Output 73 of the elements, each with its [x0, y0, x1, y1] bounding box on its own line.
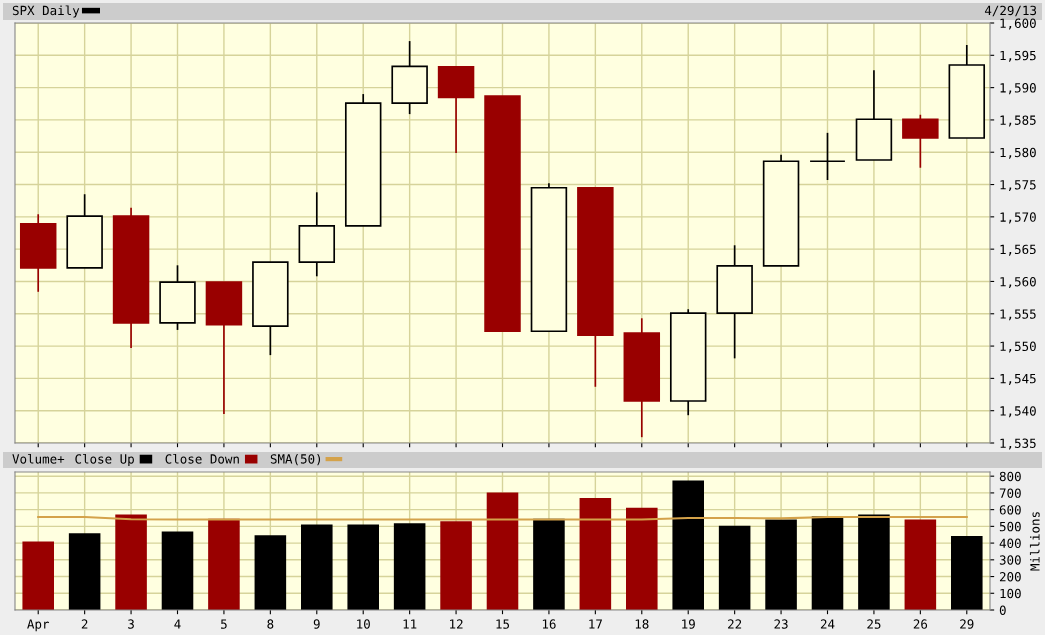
- bar: [208, 518, 240, 610]
- y-tick-label: 700: [999, 488, 1021, 498]
- x-tick-label: 18: [635, 619, 649, 629]
- y-tick-label: 1,580: [1000, 147, 1036, 159]
- y-tick-label: 1,545: [1000, 374, 1036, 385]
- y-tick-label: 1,570: [1000, 212, 1036, 224]
- x-tick-label: 29: [960, 619, 974, 629]
- x-tick-label: 2: [81, 619, 88, 629]
- y-tick-label: 1,535: [1000, 438, 1036, 450]
- y-tick-label: 1,555: [1000, 309, 1036, 321]
- bar: [115, 514, 147, 610]
- x-tick-label: 12: [450, 619, 463, 629]
- x-tick-label: 23: [774, 619, 788, 629]
- bar: [161, 531, 194, 610]
- y-tick-label: 1,550: [1000, 341, 1036, 353]
- x-tick-label: 9: [313, 619, 320, 629]
- legend-label: Close Down: [165, 453, 239, 464]
- bar: [22, 541, 54, 610]
- x-tick-label: 19: [682, 619, 695, 629]
- legend-label: SMA(50): [270, 454, 321, 466]
- x-tick-label: 8: [267, 619, 274, 629]
- y-tick-label: 1,590: [1000, 83, 1036, 95]
- y-tick-label: 500: [999, 521, 1021, 532]
- y-axis-title: Millions: [1029, 512, 1040, 571]
- y-tick-label: 1,595: [1000, 50, 1036, 62]
- y-tick-label: 1,565: [1000, 244, 1036, 256]
- y-tick-label: 1,600: [1000, 18, 1036, 30]
- y-tick-label: 600: [999, 505, 1021, 515]
- y-tick-label: 0: [999, 605, 1006, 615]
- y-tick-label: 1,575: [1000, 180, 1036, 192]
- x-tick-label: 26: [913, 619, 928, 629]
- bar: [347, 524, 379, 610]
- bar: [440, 521, 472, 610]
- y-tick-label: 1,560: [1000, 276, 1036, 288]
- bar: [904, 519, 937, 610]
- bar: [254, 535, 287, 610]
- chart-title: Volume+: [12, 453, 65, 464]
- x-tick-label: 17: [589, 619, 602, 629]
- bar: [951, 535, 983, 610]
- x-tick-label: 25: [867, 619, 881, 629]
- x-tick-label: 3: [128, 619, 134, 629]
- y-tick-label: 400: [999, 538, 1021, 549]
- x-tick-label: 10: [357, 619, 370, 629]
- y-tick-label: 1,540: [1000, 406, 1036, 418]
- x-tick-label: Apr: [27, 619, 50, 632]
- text: 4/29/13: [984, 5, 1037, 17]
- legend-label: SPX Daily: [12, 5, 80, 18]
- y-tick-label: 200: [999, 572, 1021, 582]
- legend-label: Close Up: [75, 453, 134, 467]
- bar: [718, 525, 751, 610]
- bar: [393, 523, 426, 610]
- bar: [301, 524, 333, 610]
- x-tick-label: 22: [728, 619, 742, 629]
- x-tick-label: 11: [403, 619, 417, 629]
- y-tick-label: 100: [1000, 588, 1021, 599]
- bar: [858, 514, 890, 610]
- bar: [811, 516, 844, 610]
- bar: [533, 518, 565, 610]
- bar: [765, 519, 797, 610]
- y-tick-label: 300: [999, 555, 1021, 565]
- bar: [626, 507, 658, 610]
- x-tick-label: 15: [496, 619, 510, 629]
- bar: [579, 498, 612, 610]
- bar: [672, 480, 704, 610]
- x-tick-label: 24: [820, 619, 835, 629]
- bar: [68, 533, 101, 610]
- bar: [486, 492, 519, 610]
- candlestick: [809, 132, 846, 181]
- x-tick-label: 16: [542, 619, 556, 629]
- x-tick-label: 4: [174, 619, 181, 629]
- y-tick-label: 1,585: [1000, 115, 1036, 127]
- y-tick-label: 800: [999, 471, 1021, 482]
- x-tick-label: 5: [221, 619, 227, 629]
